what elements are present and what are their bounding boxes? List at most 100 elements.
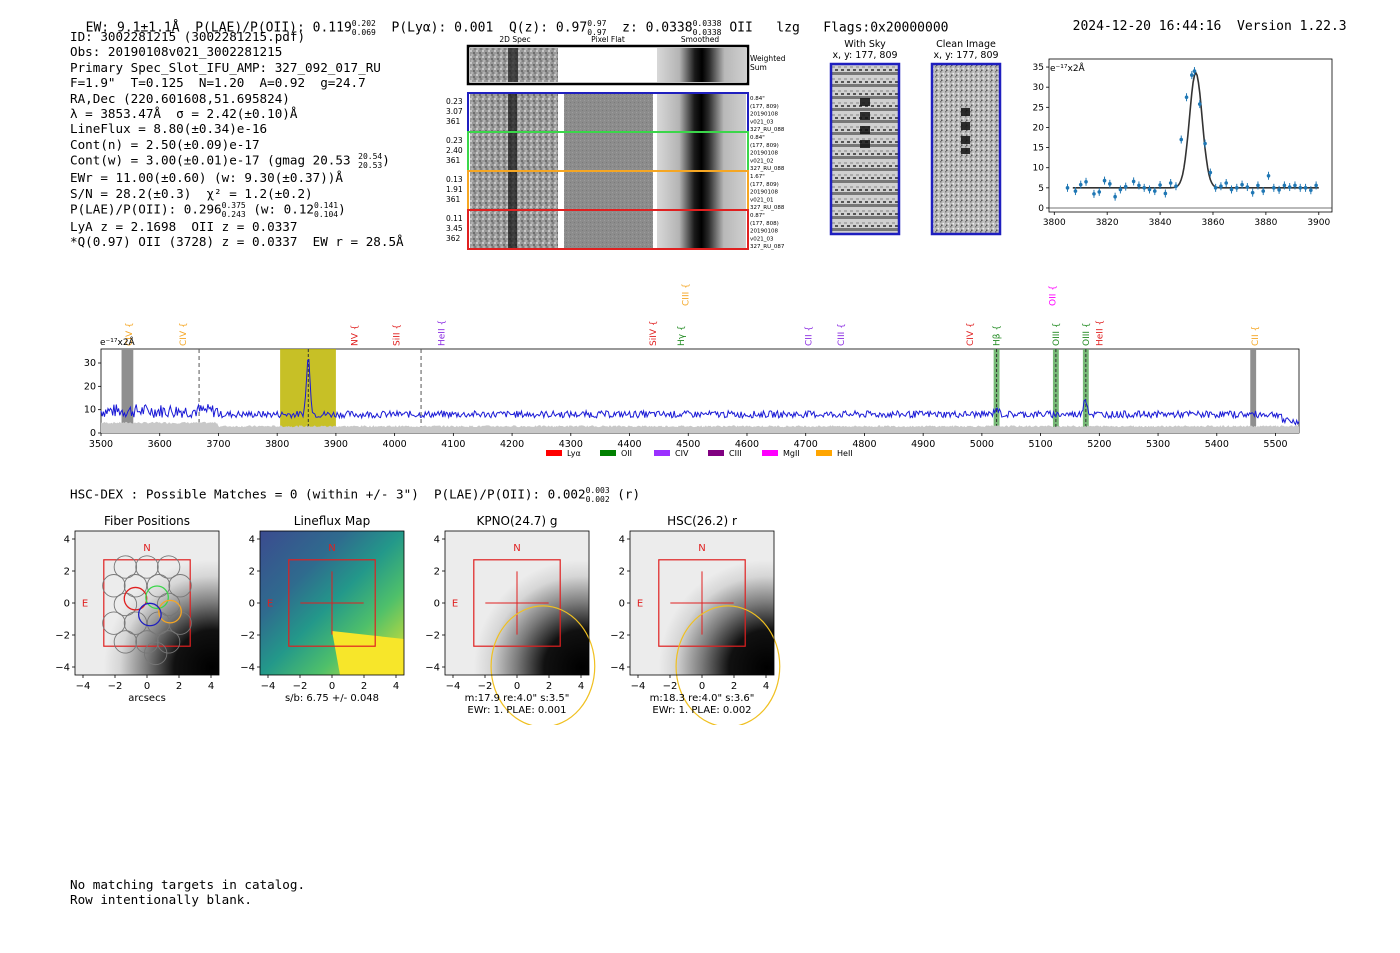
cutout-pixelflat: [564, 133, 653, 170]
panel-xtick-label: 0: [144, 681, 150, 692]
legend-swatch: [762, 450, 778, 456]
zoom-point: [1097, 190, 1102, 194]
zoom-xtick-label: 3860: [1202, 218, 1225, 228]
cutout-smoothed: [657, 172, 746, 209]
spectrum-xtick-label: 3600: [148, 439, 172, 450]
spectrum-ytick-label: 30: [84, 358, 96, 369]
zoom-point: [1158, 183, 1162, 187]
emission-line-label: Hβ {: [993, 325, 1003, 346]
hsc-title-text: HSC-DEX : Possible Matches = 0 (within +…: [70, 486, 586, 502]
fiber-circle: [123, 574, 148, 598]
zoom-point: [1309, 188, 1313, 193]
zoom-point: [1197, 102, 1202, 106]
panel-ytick-label: 2: [434, 567, 440, 578]
info-ewr: EWr = 11.00(±0.60) (w: 9.30(±0.37))Å: [70, 170, 343, 186]
panel-ytick-label: 2: [249, 567, 255, 578]
panel-xtick-label: 0: [329, 681, 335, 692]
plae2-w: (w: 0.12: [253, 201, 315, 217]
zoom-point: [1152, 189, 1157, 193]
zoom-xtick-label: 3820: [1096, 218, 1119, 228]
compass-east: E: [267, 599, 273, 610]
fiber-circle: [168, 574, 192, 598]
fiber-highlight: [145, 585, 169, 610]
aperture-box: [658, 559, 746, 647]
plae-hi: 0.202: [351, 19, 376, 28]
spectrum-xtick-label: 5000: [970, 439, 994, 450]
hsc-title-hi: 0.003: [585, 486, 610, 495]
zoom-point: [1113, 194, 1117, 199]
cutout-right-label: (177, 809): [750, 182, 779, 188]
zoom-point: [1190, 73, 1194, 77]
spectrum-xtick-label: 5500: [1263, 439, 1287, 450]
spectrum-xtick-label: 4000: [383, 439, 407, 450]
cutout-left-label: 3.45: [446, 224, 463, 233]
panel-xtick-label: 2: [546, 681, 552, 692]
zoom-point: [1245, 185, 1250, 189]
panel-ytick-label: −4: [610, 663, 625, 674]
cutout-left-label: 2.40: [446, 146, 463, 155]
cutout-header-smoothed: Smoothed: [681, 35, 720, 44]
emission-line-label: OII {: [1048, 285, 1058, 306]
panel-ytick-label: −2: [55, 631, 70, 642]
panel-xtick-label: −2: [478, 681, 493, 692]
cutout-left-label: 0.13: [446, 175, 463, 184]
image-panel-title: HSC(26.2) r: [667, 514, 737, 528]
image-panel-title: Lineflux Map: [294, 514, 370, 528]
panel-xtick-label: 0: [699, 681, 705, 692]
zoom-point: [1219, 184, 1223, 189]
zoom-point: [1065, 186, 1070, 190]
clean-image-coords: x, y: 177, 809: [933, 50, 998, 61]
zoom-point: [1234, 186, 1239, 190]
info-contw-row: Cont(w) = 3.00(±0.01)e-17 (gmag 20.53 20…: [70, 152, 404, 170]
panel-caption-1: s/b: 6.75 +/- 0.048: [285, 693, 379, 704]
zoom-point: [1256, 183, 1260, 188]
cutout-right-label: 327_RU_088: [750, 127, 785, 133]
zoom-point: [1163, 191, 1168, 196]
plae2-w-lo: 0.104: [314, 210, 339, 220]
cutout-header-pixelflat: Pixel Flat: [591, 35, 625, 44]
zoom-xtick-label: 3900: [1307, 218, 1330, 228]
zoom-xtick-label: 3880: [1254, 218, 1277, 228]
emission-line-label: OIII {: [1052, 322, 1062, 346]
qz-lo: 0.97: [587, 28, 607, 37]
fiber-circle: [156, 592, 181, 617]
contw-lo: 20.53: [358, 161, 383, 171]
with-sky-image: [829, 62, 901, 236]
legend-swatch: [816, 450, 832, 456]
galaxy-ellipse: [490, 605, 596, 725]
zoom-point: [1108, 182, 1112, 186]
aperture-box: [473, 559, 561, 647]
panel-xtick-label: −4: [261, 681, 276, 692]
masked-region: [121, 349, 134, 433]
aperture-box: [288, 559, 376, 647]
info-lambda: λ = 3853.47Å σ = 2.42(±0.10)Å: [70, 106, 298, 122]
cutout-right-label: 20190108: [750, 229, 778, 235]
spectrum-xtick-label: 4200: [500, 439, 524, 450]
spectrum-xtick-label: 4400: [617, 439, 641, 450]
cutout-left-label: 3.07: [446, 107, 463, 116]
fiber-circle: [135, 555, 159, 579]
spectrum-data: [100, 358, 1300, 433]
spectrum-xtick-label: 5300: [1146, 439, 1170, 450]
spectrum-ytick-label: 20: [84, 381, 96, 392]
header-qz: Q(z): 0.97: [508, 20, 588, 36]
emission-line-label: CIV {: [179, 322, 189, 346]
spectrum-xtick-label: 5200: [1087, 439, 1111, 450]
info-plae: P(LAE)/P(OII): 0.296: [70, 201, 222, 217]
panel-xtick-label: 4: [763, 681, 769, 692]
panel-xtick-label: 2: [176, 681, 182, 692]
panel-xtick-label: −2: [293, 681, 308, 692]
zoom-point: [1184, 95, 1189, 100]
emission-line-label: HeII {: [1095, 320, 1105, 346]
zoom-point: [1078, 182, 1083, 187]
spectrum-error-fill: [101, 421, 1299, 433]
image-panel: KPNO(24.7) g N E 4 2 0 −2 −4 −4 −2 0 2 4 m:17.9 re:4.…: [425, 514, 596, 725]
compass-east: E: [452, 599, 458, 610]
zoom-point: [1240, 182, 1244, 187]
image-panel-title: Fiber Positions: [104, 514, 190, 528]
info-plae-row: P(LAE)/P(OII): 0.296 0.375 0.243 (w: 0.12 0…: [70, 201, 404, 219]
cutout-left-label: 0.11: [446, 214, 463, 223]
zoom-ytick-label: 0: [1038, 204, 1044, 214]
spectrum-xtick-label: 3800: [265, 439, 289, 450]
